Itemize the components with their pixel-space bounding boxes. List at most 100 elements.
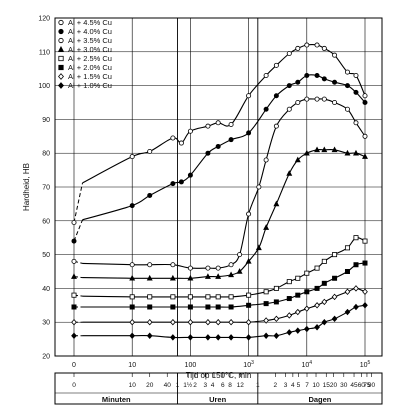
y-tick-label: 110 (39, 49, 50, 56)
data-point (147, 304, 153, 310)
data-point (353, 235, 359, 241)
data-point (147, 192, 153, 198)
data-point (263, 317, 269, 324)
data-point (332, 275, 338, 281)
data-point (129, 294, 135, 300)
y-tick-label: 30 (42, 320, 50, 327)
data-point (331, 146, 338, 153)
data-point (273, 332, 280, 339)
data-point (129, 262, 135, 268)
data-point (303, 149, 310, 156)
data-point (170, 304, 176, 310)
data-point (304, 270, 310, 276)
time-axis-tick-label: 2 (274, 382, 278, 389)
data-point (187, 318, 194, 326)
data-point (228, 318, 234, 326)
data-point (314, 302, 320, 309)
legend-marker (58, 19, 64, 26)
legend-label: Al + 3.0% Cu (68, 45, 112, 54)
data-point (304, 96, 310, 102)
data-point (237, 252, 243, 258)
data-point (294, 156, 301, 163)
data-point (331, 315, 338, 323)
series-markers (71, 42, 368, 341)
data-point (215, 318, 222, 326)
data-point (215, 120, 221, 126)
x-axis-ticks: 0 10 100 103 104 105 (72, 360, 370, 369)
data-point (314, 324, 320, 331)
time-axis-tick-label: 10 (129, 382, 137, 389)
y-axis-title: Hardheid, HB (22, 163, 31, 211)
data-point (321, 298, 328, 306)
time-axis-frame (54, 372, 383, 405)
data-point (170, 294, 176, 300)
data-point (304, 289, 310, 295)
data-point (344, 245, 350, 251)
data-point (294, 308, 301, 316)
data-point (321, 45, 327, 51)
x-tick-label: 105 (360, 360, 371, 369)
data-point (295, 45, 301, 51)
data-point (246, 302, 252, 308)
data-point (314, 146, 321, 153)
data-point (228, 137, 234, 143)
data-point (71, 304, 77, 310)
data-point (246, 93, 252, 99)
data-point (332, 79, 338, 85)
data-point (286, 279, 292, 285)
data-point (273, 315, 280, 323)
time-axis: 0 10 20 40 1 1½ 2 3 4 6 8 12 1 2 3 4 5 7 10 15 20 30 45 607590M… (54, 372, 383, 405)
data-point (295, 100, 301, 106)
data-point (170, 334, 176, 341)
time-axis-tick-label: 1 (256, 382, 260, 389)
data-point (314, 42, 320, 48)
data-point (228, 262, 234, 268)
data-point (187, 294, 193, 300)
data-point (295, 79, 301, 85)
time-axis-tick-label: 1½ (183, 381, 193, 389)
data-point (178, 179, 184, 185)
data-point (228, 334, 234, 341)
series-line (82, 98, 366, 269)
data-point (314, 72, 320, 78)
data-point (303, 325, 310, 333)
data-point (215, 265, 221, 271)
data-point (344, 288, 351, 296)
data-point (273, 200, 280, 207)
time-axis-tick-label: 40 (164, 382, 172, 389)
data-point (205, 318, 211, 326)
y-tick-label: 70 (42, 185, 50, 192)
time-axis-tick-label: 2 (193, 382, 197, 389)
data-point (246, 292, 252, 298)
data-point (273, 93, 279, 99)
data-point (353, 262, 359, 268)
data-point (304, 72, 310, 78)
x-tick-label: 100 (185, 362, 197, 369)
data-point (344, 106, 350, 112)
data-point (314, 285, 320, 291)
data-point (263, 224, 270, 230)
data-point (215, 334, 222, 341)
data-point (273, 123, 279, 129)
y-tick-label: 120 (38, 16, 50, 23)
data-point (255, 244, 262, 251)
time-axis-tick-label: 90 (368, 382, 376, 389)
data-point (228, 271, 235, 278)
time-axis-tick-label: 1 (176, 382, 180, 389)
data-point (362, 133, 368, 139)
data-point (170, 318, 176, 326)
legend-label: Al + 1.5% Cu (68, 72, 112, 81)
time-axis-tick-label: 10 (312, 382, 320, 389)
data-point (344, 308, 351, 316)
data-point (205, 304, 211, 310)
legend-label: Al + 4.5% Cu (68, 18, 112, 27)
data-point (362, 93, 368, 99)
data-point (304, 42, 310, 48)
time-axis-days-title: Dagen (308, 395, 331, 404)
legend-marker (57, 45, 65, 52)
legend-marker (58, 37, 64, 44)
time-axis-hours-title: Uren (209, 395, 227, 404)
data-point (246, 130, 252, 136)
y-tick-label: 80 (42, 151, 50, 158)
data-point (362, 302, 368, 309)
